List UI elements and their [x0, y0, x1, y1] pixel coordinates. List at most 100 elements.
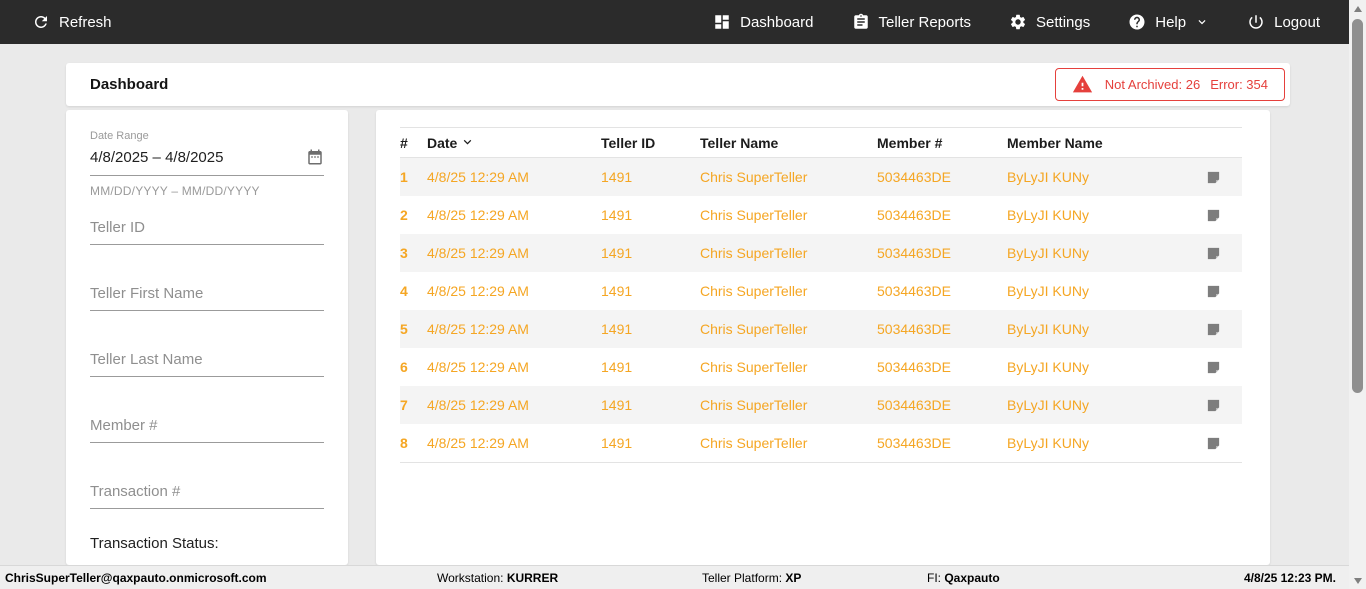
cell-teller-id: 1491 [601, 169, 633, 185]
cell-date: 4/8/25 12:29 AM [427, 397, 529, 413]
scroll-down-arrow[interactable] [1349, 572, 1366, 589]
transaction-status-label: Transaction Status: [90, 535, 219, 552]
note-icon[interactable] [1206, 208, 1242, 223]
nav-item-label: Teller Reports [878, 13, 972, 31]
cell-member-num: 5034463DE [877, 435, 951, 451]
table-row[interactable]: 3 4/8/25 12:29 AM 1491 Chris SuperTeller… [400, 234, 1242, 272]
cell-member-name: ByLyJI KUNy [1007, 245, 1089, 261]
chevron-down-icon [1195, 15, 1209, 29]
table-row[interactable]: 6 4/8/25 12:29 AM 1491 Chris SuperTeller… [400, 348, 1242, 386]
nav-item-label: Settings [1036, 13, 1091, 31]
table-rows: 1 4/8/25 12:29 AM 1491 Chris SuperTeller… [400, 158, 1242, 463]
fi-status: FI: Qaxpauto [927, 570, 1000, 585]
filter-panel: Date Range 4/8/2025 – 4/8/2025 MM/DD/YYY… [66, 110, 348, 565]
transactions-panel: # Date Teller ID Teller Name Member # Me… [376, 110, 1270, 565]
cell-date: 4/8/25 12:29 AM [427, 435, 529, 451]
cell-teller-name: Chris SuperTeller [700, 359, 808, 375]
cell-teller-id: 1491 [601, 435, 633, 451]
cell-date: 4/8/25 12:29 AM [427, 283, 529, 299]
warning-triangle-icon [1072, 74, 1093, 95]
cell-member-name: ByLyJI KUNy [1007, 207, 1089, 223]
teller-id-input[interactable]: Teller ID [90, 219, 324, 245]
cell-member-name: ByLyJI KUNy [1007, 397, 1089, 413]
power-icon [1247, 13, 1265, 31]
cell-date: 4/8/25 12:29 AM [427, 245, 529, 261]
note-icon[interactable] [1206, 436, 1242, 451]
table-row[interactable]: 5 4/8/25 12:29 AM 1491 Chris SuperTeller… [400, 310, 1242, 348]
note-icon[interactable] [1206, 398, 1242, 413]
member-number-input[interactable]: Member # [90, 417, 324, 443]
teller-last-name-input[interactable]: Teller Last Name [90, 351, 324, 377]
cell-member-name: ByLyJI KUNy [1007, 359, 1089, 375]
nav-item-label: Dashboard [740, 13, 814, 31]
column-header-member-name: Member Name [1007, 134, 1103, 151]
transaction-number-input[interactable]: Transaction # [90, 483, 324, 509]
logged-in-user: ChrisSuperTeller@qaxpauto.onmicrosoft.co… [5, 570, 267, 585]
row-number: 4 [400, 283, 408, 299]
table-row[interactable]: 2 4/8/25 12:29 AM 1491 Chris SuperTeller… [400, 196, 1242, 234]
cell-date: 4/8/25 12:29 AM [427, 207, 529, 223]
nav-item-label: Help [1155, 13, 1187, 31]
page-header: Dashboard Not Archived: 26 Error: 354 [66, 63, 1290, 106]
nav-item-help[interactable]: Help [1128, 13, 1209, 31]
cell-teller-name: Chris SuperTeller [700, 169, 808, 185]
nav-item-teller-reports[interactable]: Teller Reports [852, 13, 972, 31]
date-range-input[interactable]: 4/8/2025 – 4/8/2025 [90, 148, 324, 176]
cell-member-num: 5034463DE [877, 245, 951, 261]
cell-member-num: 5034463DE [877, 359, 951, 375]
cell-teller-name: Chris SuperTeller [700, 435, 808, 451]
cell-teller-name: Chris SuperTeller [700, 397, 808, 413]
calendar-icon[interactable] [306, 148, 324, 166]
cell-teller-id: 1491 [601, 397, 633, 413]
refresh-button[interactable]: Refresh [32, 13, 112, 31]
cell-member-name: ByLyJI KUNy [1007, 435, 1089, 451]
table-row[interactable]: 7 4/8/25 12:29 AM 1491 Chris SuperTeller… [400, 386, 1242, 424]
nav-item-settings[interactable]: Settings [1009, 13, 1090, 31]
scroll-up-arrow[interactable] [1349, 0, 1366, 17]
column-header-num: # [400, 134, 408, 151]
note-icon[interactable] [1206, 360, 1242, 375]
table-row[interactable]: 1 4/8/25 12:29 AM 1491 Chris SuperTeller… [400, 158, 1242, 196]
cell-member-num: 5034463DE [877, 283, 951, 299]
refresh-icon [32, 13, 50, 31]
column-header-date[interactable]: Date [427, 135, 601, 151]
help-circle-icon [1128, 13, 1146, 31]
top-nav-bar: Refresh Dashboard Teller Reports Setting… [0, 0, 1366, 44]
row-number: 7 [400, 397, 408, 413]
nav-item-dashboard[interactable]: Dashboard [713, 13, 814, 31]
note-icon[interactable] [1206, 284, 1242, 299]
clipboard-icon [852, 13, 870, 31]
nav-menu: Dashboard Teller Reports Settings Help [713, 13, 1320, 31]
note-icon[interactable] [1206, 322, 1242, 337]
table-row[interactable]: 4 4/8/25 12:29 AM 1491 Chris SuperTeller… [400, 272, 1242, 310]
nav-item-label: Logout [1274, 13, 1320, 31]
row-number: 3 [400, 245, 408, 261]
cell-teller-id: 1491 [601, 359, 633, 375]
status-bar: ChrisSuperTeller@qaxpauto.onmicrosoft.co… [0, 565, 1366, 589]
cell-teller-name: Chris SuperTeller [700, 207, 808, 223]
column-header-teller-id: Teller ID [601, 134, 656, 151]
cell-member-num: 5034463DE [877, 207, 951, 223]
dashboard-grid-icon [713, 13, 731, 31]
note-icon[interactable] [1206, 170, 1242, 185]
date-range-label: Date Range [90, 130, 149, 142]
vertical-scrollbar[interactable] [1349, 0, 1366, 589]
cell-teller-name: Chris SuperTeller [700, 321, 808, 337]
cell-date: 4/8/25 12:29 AM [427, 169, 529, 185]
column-header-teller-name: Teller Name [700, 134, 779, 151]
cell-teller-name: Chris SuperTeller [700, 245, 808, 261]
cell-teller-id: 1491 [601, 207, 633, 223]
nav-item-logout[interactable]: Logout [1247, 13, 1320, 31]
scrollbar-thumb[interactable] [1352, 19, 1363, 393]
table-row[interactable]: 8 4/8/25 12:29 AM 1491 Chris SuperTeller… [400, 424, 1242, 462]
cell-member-num: 5034463DE [877, 169, 951, 185]
sort-chevron-down-icon [460, 135, 475, 150]
table-header-row: # Date Teller ID Teller Name Member # Me… [400, 127, 1242, 158]
teller-first-name-input[interactable]: Teller First Name [90, 285, 324, 311]
cell-member-name: ByLyJI KUNy [1007, 321, 1089, 337]
archive-error-badge[interactable]: Not Archived: 26 Error: 354 [1054, 68, 1285, 101]
cell-date: 4/8/25 12:29 AM [427, 321, 529, 337]
note-icon[interactable] [1206, 246, 1242, 261]
cell-date: 4/8/25 12:29 AM [427, 359, 529, 375]
row-number: 1 [400, 169, 408, 185]
